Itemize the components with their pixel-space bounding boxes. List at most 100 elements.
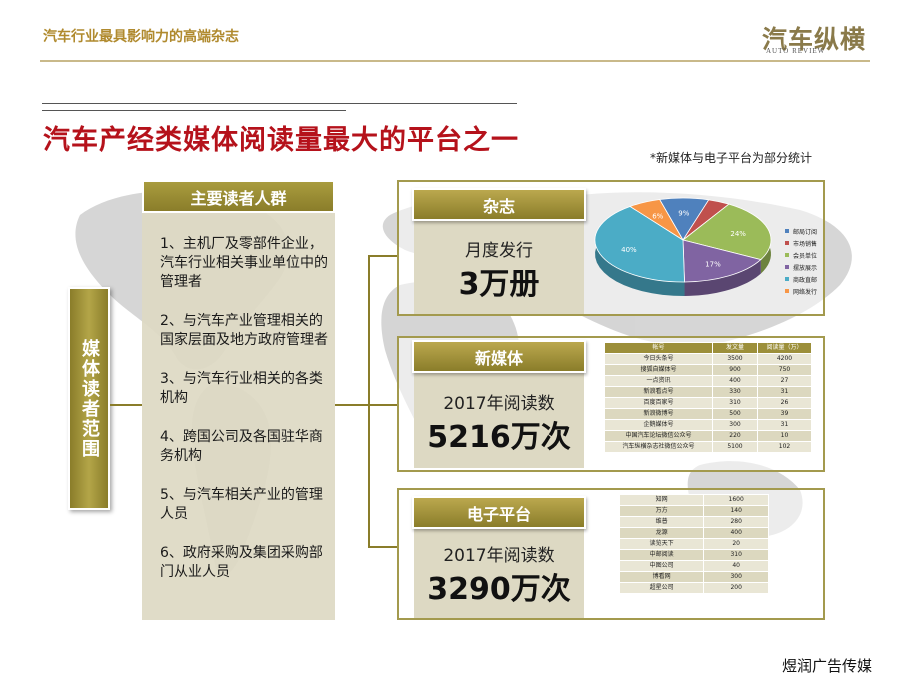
table-cell: 百度百家号 — [604, 397, 713, 409]
table-cell: 280 — [703, 516, 769, 528]
table-cell: 新浪看点号 — [604, 386, 713, 398]
table-cell: 3500 — [712, 353, 758, 365]
pie-slice-side — [595, 206, 685, 296]
table-row: 维普 280 — [618, 516, 769, 528]
pie-slice — [682, 203, 772, 261]
eplatform-header: 电子平台 — [412, 496, 586, 529]
column-header: 阅读量（万） — [757, 342, 812, 354]
table-cell: 中图公司 — [618, 560, 705, 572]
legend-label: 网络发行 — [793, 288, 818, 296]
eplatform-figure: 3290万次 — [427, 572, 571, 607]
eplatform-fill — [414, 528, 584, 618]
table-row: 新浪看点号 330 31 — [604, 386, 812, 398]
table-row: 搜狐自媒体号 900 750 — [604, 364, 812, 376]
pie-data-label: 4% — [701, 212, 712, 220]
readers-list: 1、主机厂及零部件企业，汽车行业相关事业单位中的管理者 2、与汽车产业管理相关的… — [160, 235, 335, 602]
table-row: 万方 140 — [618, 505, 769, 517]
table-cell: 400 — [703, 527, 769, 539]
connector-trunk — [335, 404, 370, 406]
list-item: 1、主机厂及零部件企业，汽车行业相关事业单位中的管理者 — [160, 236, 328, 290]
legend-label: 商政直邮 — [793, 276, 818, 284]
table-cell: 中国汽车论坛微信公众号 — [604, 430, 713, 442]
table-row: 今日头条号 3500 4200 — [604, 353, 812, 365]
table-row: 企鹅媒体号 300 31 — [604, 419, 812, 431]
legend-item: 商政直邮 — [785, 273, 817, 285]
table-cell: 10 — [757, 430, 812, 442]
pie-data-label: 6% — [652, 213, 663, 221]
newmedia-fill — [414, 372, 584, 468]
page-title: 汽车产经类媒体阅读量最大的平台之一 — [43, 125, 519, 156]
pie-legend: 邮局订阅市场销售 会员单位摆放展示商政直邮网络发行 — [785, 225, 817, 297]
table-cell: 汽车纵横杂志社微信公众号 — [604, 441, 713, 453]
connector-left — [110, 404, 142, 406]
table-cell: 搜狐自媒体号 — [604, 364, 713, 376]
legend-label: 摆放展示 — [793, 264, 818, 272]
pie-slice — [682, 239, 762, 283]
table-cell: 20 — [703, 538, 769, 550]
header-divider — [40, 60, 870, 62]
connector-vertical — [368, 255, 370, 547]
table-cell: 140 — [703, 505, 769, 517]
table-cell: 新浪微博号 — [604, 408, 713, 420]
list-item: 4、跨国公司及各国驻华商务机构 — [160, 429, 323, 464]
table-cell: 300 — [712, 419, 758, 431]
table-cell: 40 — [703, 560, 769, 572]
table-cell: 220 — [712, 430, 758, 442]
table-cell: 龙源 — [618, 527, 705, 539]
list-item: 5、与汽车相关产业的管理人员 — [160, 487, 323, 522]
connector-newmedia — [368, 404, 398, 406]
logo-chinese: 汽车纵横 — [762, 25, 867, 54]
newmedia-figure: 5216万次 — [427, 420, 571, 455]
table-cell: 万方 — [618, 505, 705, 517]
readers-header: 主要读者人群 — [142, 180, 335, 213]
pie-data-label: 17% — [705, 260, 721, 268]
table-cell: 今日头条号 — [604, 353, 713, 365]
connector-eplatform — [368, 546, 398, 548]
list-item: 3、与汽车行业相关的各类机构 — [160, 371, 323, 406]
column-header: 发文量 — [712, 342, 758, 354]
table-row: 超星公司 200 — [618, 582, 769, 594]
table-cell: 310 — [712, 397, 758, 409]
table-cell: 26 — [757, 397, 812, 409]
legend-swatch — [785, 241, 789, 245]
list-item: 6、政府采购及集团采购部门从业人员 — [160, 545, 323, 580]
readers-panel — [142, 200, 335, 620]
pie-data-label: 9% — [678, 210, 689, 218]
table-row: 一点资讯 400 27 — [604, 375, 812, 387]
footer-brand: 煜润广告传媒 — [782, 657, 873, 675]
table-cell: 31 — [757, 419, 812, 431]
legend-swatch — [785, 265, 789, 269]
table-cell: 31 — [757, 386, 812, 398]
newmedia-subtitle: 2017年阅读数 — [443, 394, 555, 414]
table-cell: 102 — [757, 441, 812, 453]
table-row: 百度百家号 310 26 — [604, 397, 812, 409]
table-cell: 310 — [703, 549, 769, 561]
legend-label: 市场销售 — [793, 240, 818, 248]
legend-swatch — [785, 289, 789, 293]
newmedia-header: 新媒体 — [412, 340, 586, 373]
scope-label-text: 媒体读者范围 — [79, 338, 100, 459]
legend-item: 摆放展示 — [785, 261, 817, 273]
table-row: 新浪微博号 500 39 — [604, 408, 812, 420]
table-row: 龙源 400 — [618, 527, 769, 539]
list-item: 2、与汽车产业管理相关的国家层面及地方政府管理者 — [160, 313, 328, 348]
connector-magazine — [368, 255, 398, 257]
header-tagline: 汽车行业最具影响力的高端杂志 — [43, 29, 239, 45]
logo-english: AUTO REVIEW — [766, 47, 826, 55]
legend-label: 邮局订阅 — [793, 228, 818, 236]
legend-item: 市场销售 — [785, 237, 817, 249]
eplatform-table: 知网 1600 万方 140 维普 280 龙源 400 读览天下 20 中邮阅读 310 中图公司 40… — [618, 494, 769, 594]
footnote: *新媒体与电子平台为部分统计 — [650, 151, 813, 165]
table-cell: 1600 — [703, 494, 769, 506]
legend-swatch — [785, 253, 789, 257]
table-cell: 知网 — [618, 494, 705, 506]
table-cell: 750 — [757, 364, 812, 376]
column-header: 帐号 — [604, 342, 713, 354]
legend-swatch — [785, 277, 789, 281]
table-cell: 企鹅媒体号 — [604, 419, 713, 431]
table-cell: 博看网 — [618, 571, 705, 583]
pie-slice — [629, 199, 684, 241]
pie-slice — [594, 206, 685, 283]
legend-item: 会员单位 — [785, 249, 817, 261]
pie-data-label: 40% — [621, 246, 637, 254]
